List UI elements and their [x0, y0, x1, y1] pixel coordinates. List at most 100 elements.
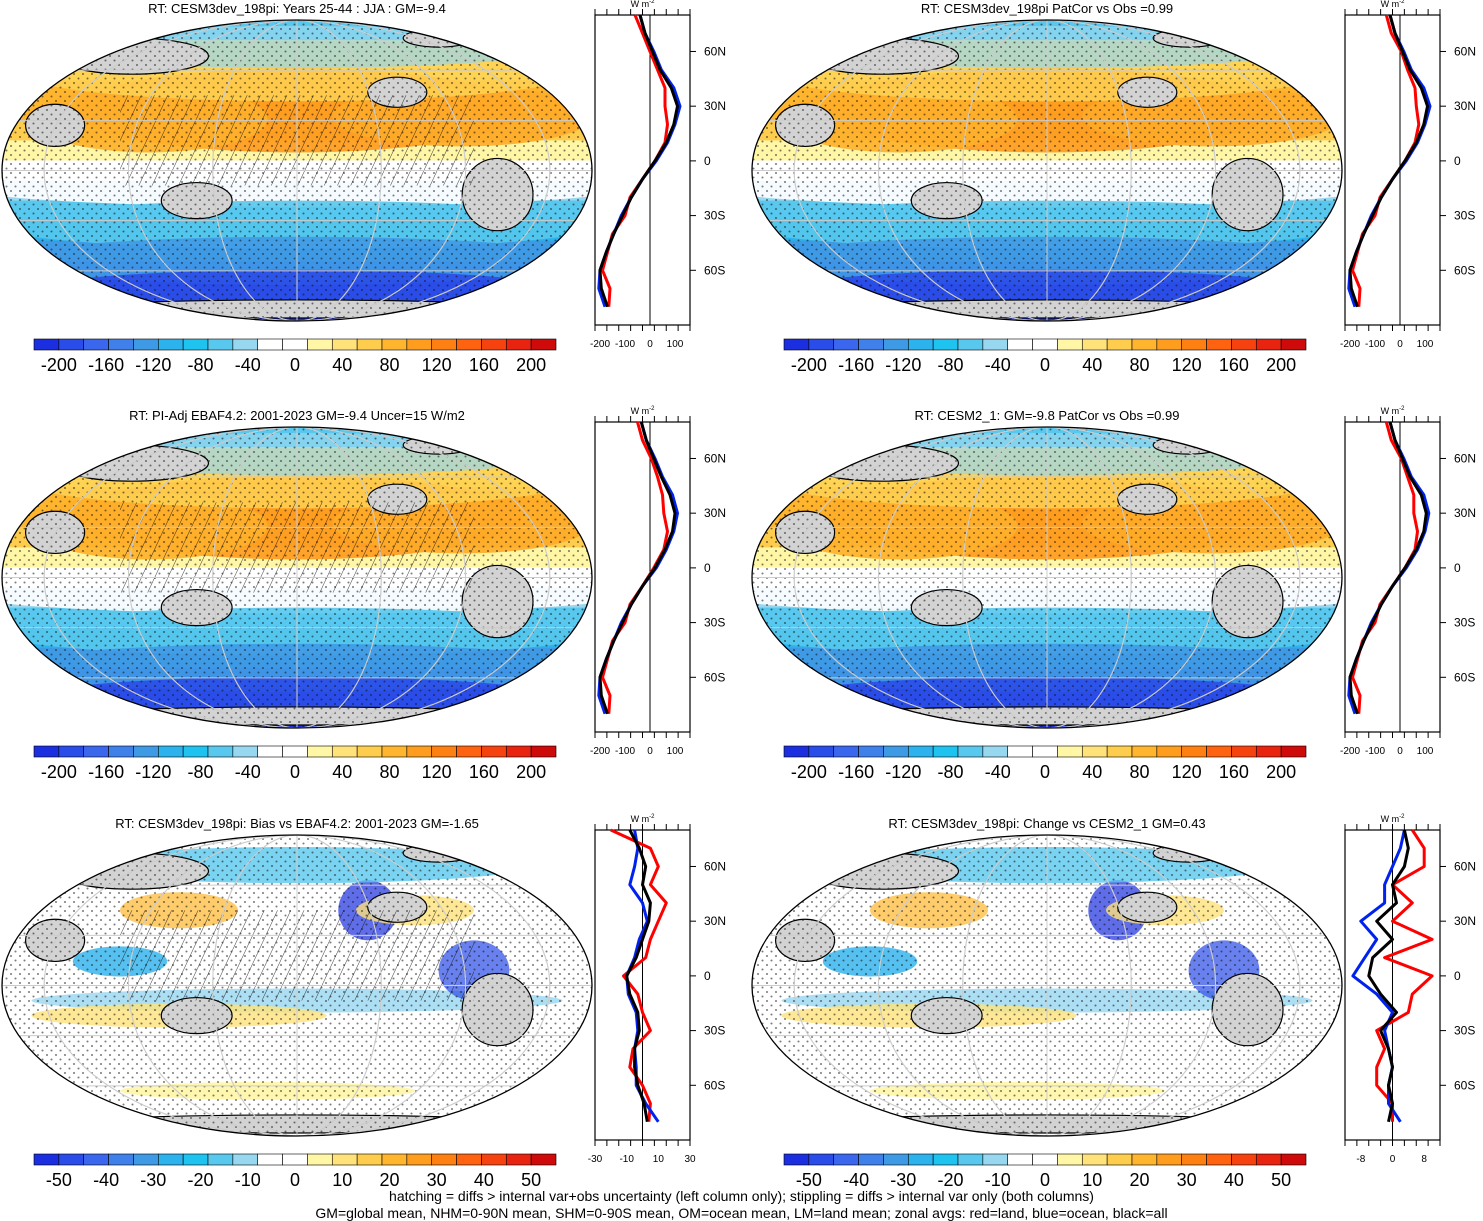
map-field	[752, 835, 1342, 1136]
colorbar-cell	[406, 745, 433, 758]
zonal-tick-label: -200	[590, 746, 610, 757]
panel-title: RT: CESM3dev_198pi: Bias vs EBAF4.2: 200…	[115, 816, 479, 831]
colorbar-label: 50	[521, 1170, 541, 1190]
lat-label: 60S	[1454, 1078, 1475, 1092]
colorbar-label: 160	[1219, 762, 1249, 782]
colorbar-cell	[530, 338, 557, 351]
colorbar-label: -200	[791, 355, 827, 375]
panel-2: RT: CESM3dev_198pi PatCor vs Obs =0.99 -2…	[751, 0, 1476, 375]
colorbar-cell	[282, 1153, 308, 1166]
colorbar-cell	[1032, 338, 1058, 351]
colorbar-label: -50	[796, 1170, 822, 1190]
zonal-units: W m-2	[1381, 406, 1405, 416]
lat-label: 30S	[704, 1024, 725, 1038]
colorbar-cell	[907, 745, 934, 758]
colorbar-cell	[505, 338, 532, 351]
colorbar-cell	[182, 1153, 209, 1166]
map-outline	[751, 834, 1343, 1137]
lat-label: 30S	[1454, 616, 1475, 630]
graticule-lon	[877, 835, 1217, 1136]
zonal-tick-label: -100	[615, 339, 635, 350]
zonal-units: W m-2	[631, 406, 655, 416]
colorbar-cell	[982, 1153, 1009, 1166]
colorbar-cell	[1007, 338, 1033, 351]
colorbar-cell	[932, 745, 959, 758]
colorbar-label: 160	[469, 355, 499, 375]
panel-title: RT: CESM3dev_198pi: Change vs CESM2_1 GM…	[888, 816, 1205, 831]
lat-label: 60N	[704, 451, 726, 465]
colorbar-cell	[282, 745, 308, 758]
colorbar-label: 200	[1266, 762, 1296, 782]
colorbar-label: -80	[188, 355, 214, 375]
colorbar-cell	[505, 745, 532, 758]
colorbar-label: 120	[422, 355, 452, 375]
colorbar-cell	[505, 1153, 532, 1166]
colorbar-label: 0	[1040, 762, 1050, 782]
colorbar-cell	[1206, 745, 1232, 758]
colorbar-cell	[33, 745, 60, 758]
zonal-units: W m-2	[631, 0, 655, 9]
colorbar-cell	[207, 338, 234, 351]
colorbar-label: -40	[93, 1170, 119, 1190]
zonal-tick-label: 0	[1397, 746, 1403, 757]
colorbar-cell	[858, 338, 884, 351]
zonal-frame	[1344, 421, 1441, 733]
colorbar-cell	[1106, 745, 1133, 758]
zonal-series-all	[1348, 421, 1428, 715]
colorbar-cell	[1007, 745, 1033, 758]
colorbar-cell	[1032, 745, 1058, 758]
colorbar-cell	[381, 745, 408, 758]
colorbar-cell	[481, 338, 507, 351]
zonal-series-ocean	[1351, 829, 1406, 1123]
zonal-series-ocean	[1347, 421, 1431, 715]
colorbar-cell	[33, 1153, 60, 1166]
colorbar-cell	[907, 1153, 934, 1166]
graticule-lon	[793, 427, 1301, 728]
colorbar-label: 200	[516, 355, 546, 375]
panel-3: RT: PI-Adj EBAF4.2: 2001-2023 GM=-9.4 Un…	[1, 406, 726, 782]
zonal-tick-label: -200	[590, 339, 610, 350]
panel-title: RT: PI-Adj EBAF4.2: 2001-2023 GM=-9.4 Un…	[129, 408, 465, 423]
lat-label: 30N	[704, 914, 726, 928]
graticule-lon	[793, 20, 1301, 321]
units-exponent: -2	[1399, 0, 1405, 5]
map-outline	[1, 19, 593, 322]
panel-title: RT: CESM2_1: GM=-9.8 PatCor vs Obs =0.99	[915, 408, 1180, 423]
zonal-frame	[594, 14, 691, 326]
colorbar-cell	[1032, 1153, 1058, 1166]
colorbar-cell	[833, 745, 859, 758]
graticule-lon	[212, 20, 382, 321]
lat-label: 60N	[704, 859, 726, 873]
colorbar-cell	[530, 1153, 557, 1166]
colorbar-cell	[1156, 1153, 1183, 1166]
graticule-lon	[962, 427, 1132, 728]
colorbar-label: 40	[1224, 1170, 1244, 1190]
colorbar-label: 40	[332, 355, 352, 375]
colorbar-cell	[1131, 745, 1158, 758]
colorbar-cell	[1206, 338, 1232, 351]
zonal-frame	[1344, 14, 1441, 326]
map-outline	[751, 19, 1343, 322]
map-field	[2, 20, 592, 321]
graticule-lon	[877, 427, 1217, 728]
zonal-tick-label: 0	[1390, 1154, 1396, 1165]
lat-label: 60S	[1454, 670, 1475, 684]
colorbar-cell	[808, 745, 835, 758]
colorbar-label: 200	[516, 762, 546, 782]
colorbar-cell	[1007, 1153, 1033, 1166]
colorbar-cell	[1181, 745, 1207, 758]
graticule-lon	[962, 20, 1132, 321]
colorbar-cell	[1057, 338, 1083, 351]
map-outline	[1, 834, 593, 1137]
colorbar-cell	[207, 1153, 234, 1166]
colorbar-label: -40	[235, 355, 261, 375]
colorbar-label: 20	[1129, 1170, 1149, 1190]
colorbar-label: 0	[290, 1170, 300, 1190]
colorbar-label: -200	[41, 762, 77, 782]
colorbar-label: 0	[1040, 1170, 1050, 1190]
colorbar-label: -120	[135, 762, 171, 782]
colorbar-cell	[33, 338, 60, 351]
colorbar-cell	[808, 338, 835, 351]
colorbar-cell	[481, 745, 507, 758]
footer-line-2: GM=global mean, NHM=0-90N mean, SHM=0-90…	[315, 1205, 1168, 1221]
